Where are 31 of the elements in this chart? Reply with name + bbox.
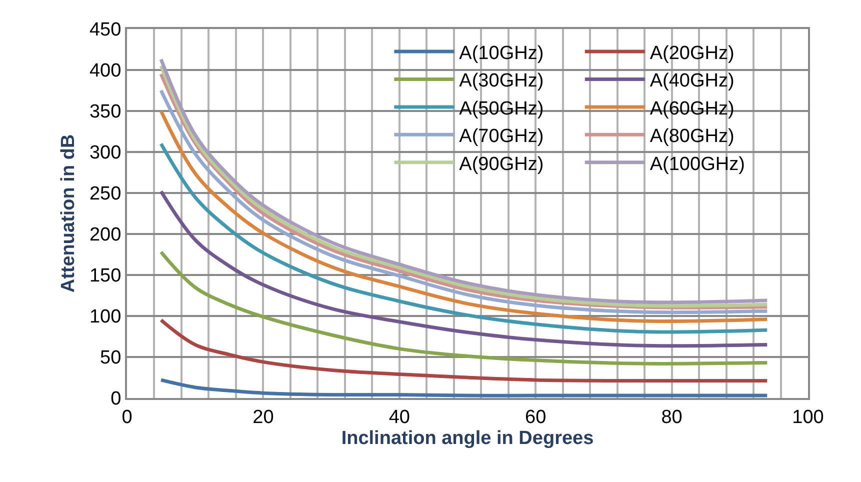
line-series — [159, 318, 769, 383]
legend-label: A(60GHz) — [650, 98, 734, 120]
line-series — [159, 190, 769, 348]
legend-label: A(80GHz) — [650, 126, 734, 148]
y-tick-label: 250 — [89, 184, 122, 205]
y-tick-label: 450 — [89, 20, 122, 41]
y-tick-label: 200 — [89, 224, 122, 246]
legend-label: A(90GHz) — [459, 154, 544, 175]
x-tick-label: 80 — [661, 406, 682, 428]
legend-label: A(20GHz) — [650, 42, 734, 64]
y-tick-label: 150 — [89, 266, 122, 287]
x-tick-label: 20 — [252, 406, 274, 428]
legend-label: A(70GHz) — [459, 126, 544, 148]
x-tick-label: 60 — [525, 406, 546, 428]
y-tick-label: 400 — [89, 60, 122, 82]
x-tick-label: 40 — [388, 406, 410, 428]
line-series — [159, 378, 769, 398]
y-tick-label: 300 — [89, 142, 122, 164]
y-axis-title: Attenuation in dB — [58, 134, 79, 293]
legend-label: A(100GHz) — [650, 154, 745, 175]
y-tick-label: 50 — [100, 348, 122, 369]
legend-label: A(50GHz) — [459, 98, 544, 120]
y-tick-label: 100 — [89, 306, 122, 328]
line-series — [159, 250, 769, 366]
legend-label: A(10GHz) — [459, 42, 544, 64]
x-tick-label: 100 — [792, 406, 824, 428]
legend-label: A(30GHz) — [459, 70, 544, 92]
legend-label: A(40GHz) — [650, 70, 734, 92]
x-axis-title: Inclination angle in Degrees — [341, 428, 594, 450]
y-tick-label: 0 — [110, 388, 122, 410]
y-tick-label: 350 — [89, 102, 122, 123]
